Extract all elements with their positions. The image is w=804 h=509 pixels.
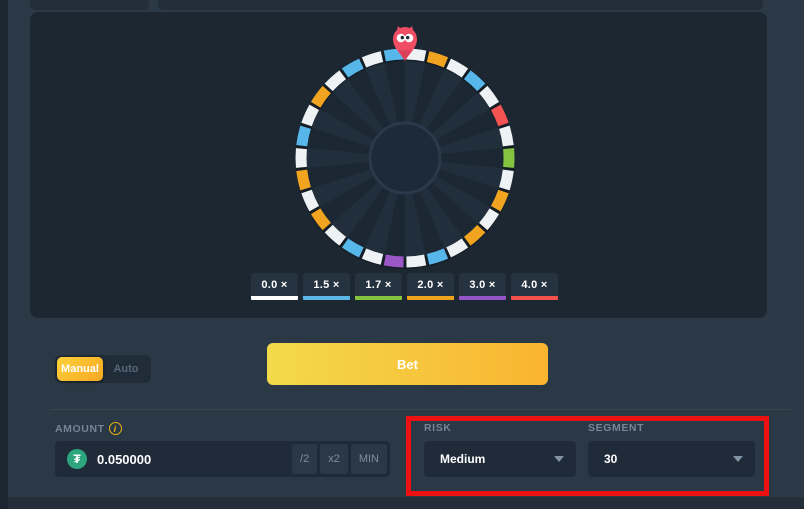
wheel-segment (301, 104, 320, 127)
risk-label: RISK (424, 422, 452, 434)
multiplier-badge: 0.0 × (251, 273, 298, 300)
header-bar-fragment-left (30, 0, 149, 10)
wheel-segment (479, 85, 500, 108)
wheel-segment (324, 70, 347, 92)
wheel-graphic (295, 48, 515, 269)
segment-label: SEGMENT (588, 422, 645, 434)
double-amount-button[interactable]: x2 (320, 444, 348, 474)
amount-label: AMOUNT i (55, 422, 122, 435)
manual-mode-button[interactable]: Manual (57, 357, 103, 381)
wheel-segment (463, 224, 486, 246)
amount-field: ₮ /2 x2 MIN (55, 441, 390, 477)
owl-pointer-icon (393, 26, 417, 61)
segment-value: 30 (604, 452, 618, 466)
wheel-segment (296, 125, 311, 147)
wheel-segment (463, 70, 486, 92)
wheel-segment (490, 189, 509, 212)
wheel-segment (383, 254, 404, 268)
multiplier-badge: 1.7 × (355, 273, 402, 300)
wheel-segment (426, 51, 449, 68)
segment-dropdown[interactable]: 30 (588, 441, 755, 477)
wheel-segment (490, 104, 509, 127)
wheel-segment (296, 169, 311, 191)
chevron-down-icon (554, 456, 564, 462)
chevron-down-icon (733, 456, 743, 462)
multiplier-legend: 0.0 × 1.5 × 1.7 × 2.0 × 3.0 × 4.0 × (251, 273, 558, 300)
risk-dropdown[interactable]: Medium (424, 441, 576, 477)
amount-quick-buttons: /2 x2 MIN (292, 444, 387, 474)
multiplier-badge: 4.0 × (511, 273, 558, 300)
bet-button[interactable]: Bet (267, 343, 548, 385)
amount-input[interactable] (97, 451, 227, 467)
auto-mode-button[interactable]: Auto (113, 363, 139, 375)
amount-label-text: AMOUNT (55, 422, 105, 435)
tether-coin-icon: ₮ (67, 449, 87, 469)
wheel-segment (310, 85, 331, 108)
wheel-segment (324, 224, 347, 246)
wheel-game-panel: 0.0 × 1.5 × 1.7 × 2.0 × 3.0 × 4.0 × (30, 12, 767, 318)
wheel-segment (361, 51, 384, 68)
wheel-segment (310, 208, 331, 231)
wheel-segment (499, 169, 514, 191)
controls-divider (50, 409, 791, 410)
multiplier-badge: 2.0 × (407, 273, 454, 300)
wheel-segment (341, 58, 364, 78)
risk-value: Medium (440, 452, 486, 466)
wheel-segment (341, 238, 364, 258)
half-amount-button[interactable]: /2 (292, 444, 318, 474)
min-amount-button[interactable]: MIN (350, 444, 387, 474)
bet-mode-toggle: Manual Auto (55, 355, 151, 383)
wheel-segment (361, 248, 384, 265)
multiplier-badge: 3.0 × (459, 273, 506, 300)
wheel-segment (406, 254, 427, 268)
wheel-segment (301, 189, 320, 212)
wheel-segment (426, 248, 449, 265)
wheel-segment (446, 238, 469, 258)
multiplier-badge: 1.5 × (303, 273, 350, 300)
wheel-segment (446, 58, 469, 78)
wheel-segment (479, 208, 500, 231)
left-edge-strip (0, 0, 8, 509)
info-icon[interactable]: i (108, 422, 122, 435)
wheel-segment (499, 125, 514, 147)
header-bar-fragment-right (158, 0, 763, 10)
